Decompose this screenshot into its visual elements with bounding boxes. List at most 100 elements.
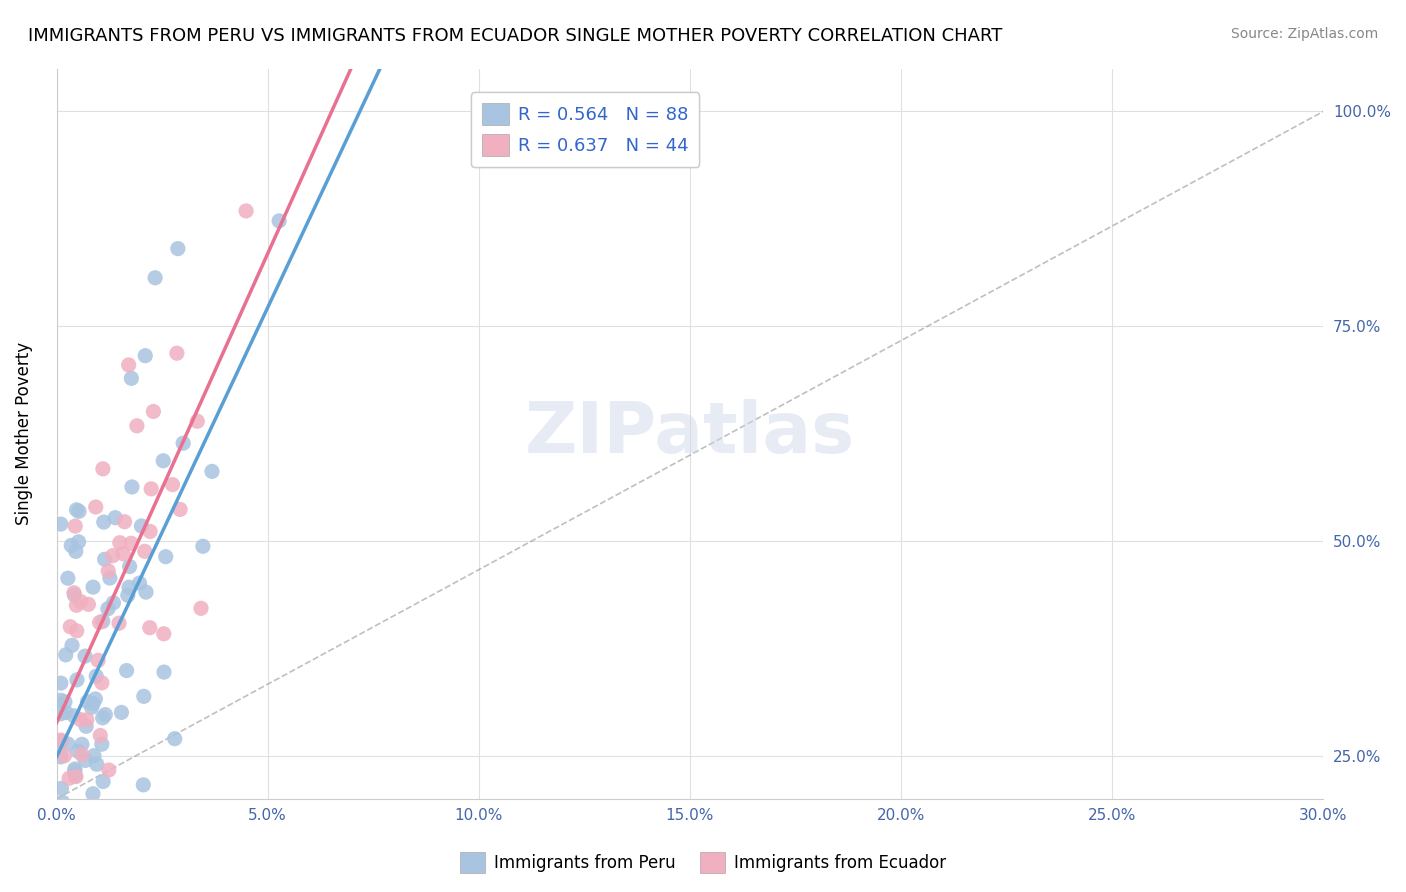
Point [93, 552, 115, 566]
Point [191, 539, 214, 553]
Point [117, 588, 139, 602]
Point [52, 796, 75, 810]
Point [86, 757, 108, 772]
Point [63, 586, 86, 600]
Point [115, 664, 138, 678]
Point [53, 695, 76, 709]
Point [56, 571, 79, 585]
Point [125, 418, 148, 433]
Point [166, 242, 188, 256]
Point [91, 774, 114, 789]
Point [60, 538, 83, 552]
Point [49, 676, 72, 690]
Point [108, 616, 131, 631]
Point [269, 214, 291, 228]
Text: IMMIGRANTS FROM PERU VS IMMIGRANTS FROM ECUADOR SINGLE MOTHER POVERTY CORRELATIO: IMMIGRANTS FROM PERU VS IMMIGRANTS FROM … [28, 27, 1002, 45]
Point [70, 747, 93, 762]
Point [49, 734, 72, 748]
Point [66, 624, 89, 638]
Point [96, 809, 118, 823]
Point [84, 692, 107, 706]
Point [49, 809, 72, 823]
Point [132, 690, 155, 704]
Point [82, 787, 104, 801]
Point [49, 809, 72, 823]
Point [152, 627, 174, 641]
Point [163, 731, 186, 746]
Point [82, 697, 104, 711]
Point [97, 564, 120, 578]
Point [67, 534, 90, 549]
Point [120, 536, 142, 550]
Point [141, 482, 163, 496]
Point [63, 708, 86, 723]
Point [70, 595, 93, 609]
Point [166, 346, 188, 360]
Point [89, 729, 111, 743]
Point [67, 504, 90, 518]
Point [84, 500, 107, 514]
Point [59, 809, 82, 823]
Point [104, 510, 127, 524]
Point [55, 648, 77, 662]
Point [162, 477, 184, 491]
Point [49, 693, 72, 707]
Point [121, 480, 143, 494]
Point [132, 778, 155, 792]
Point [77, 598, 100, 612]
Point [70, 809, 93, 823]
Point [142, 404, 165, 418]
Y-axis label: Single Mother Poverty: Single Mother Poverty [15, 342, 32, 525]
Text: ZIPatlas: ZIPatlas [524, 399, 855, 468]
Point [63, 764, 86, 779]
Point [91, 462, 114, 476]
Point [65, 809, 87, 823]
Point [91, 615, 114, 629]
Point [143, 270, 166, 285]
Point [75, 753, 97, 767]
Point [51, 809, 73, 823]
Point [112, 547, 135, 561]
Point [89, 615, 111, 630]
Point [90, 676, 112, 690]
Point [49, 809, 72, 823]
Point [76, 713, 98, 727]
Point [59, 620, 82, 634]
Point [80, 700, 103, 714]
Point [65, 544, 87, 558]
Point [70, 737, 93, 751]
Point [139, 524, 162, 539]
Point [186, 414, 208, 428]
Point [118, 358, 141, 372]
Point [114, 515, 136, 529]
Point [131, 519, 153, 533]
Point [60, 639, 83, 653]
Point [201, 465, 224, 479]
Point [108, 809, 131, 823]
Point [65, 599, 87, 613]
Point [69, 809, 91, 823]
Point [58, 809, 80, 823]
Point [58, 771, 80, 785]
Point [172, 436, 194, 450]
Point [66, 673, 89, 687]
Legend: Immigrants from Peru, Immigrants from Ecuador: Immigrants from Peru, Immigrants from Ec… [454, 846, 952, 880]
Point [73, 809, 96, 823]
Point [76, 695, 98, 709]
Point [118, 559, 141, 574]
Point [98, 571, 121, 585]
Point [65, 519, 87, 533]
Point [73, 649, 96, 664]
Point [93, 515, 115, 529]
Point [63, 588, 86, 602]
Point [103, 596, 125, 610]
Point [190, 601, 212, 615]
Point [118, 580, 141, 594]
Point [87, 653, 110, 667]
Point [84, 669, 107, 683]
Point [51, 781, 73, 796]
Point [63, 769, 86, 783]
Point [235, 203, 257, 218]
Point [120, 371, 142, 385]
Point [169, 502, 191, 516]
